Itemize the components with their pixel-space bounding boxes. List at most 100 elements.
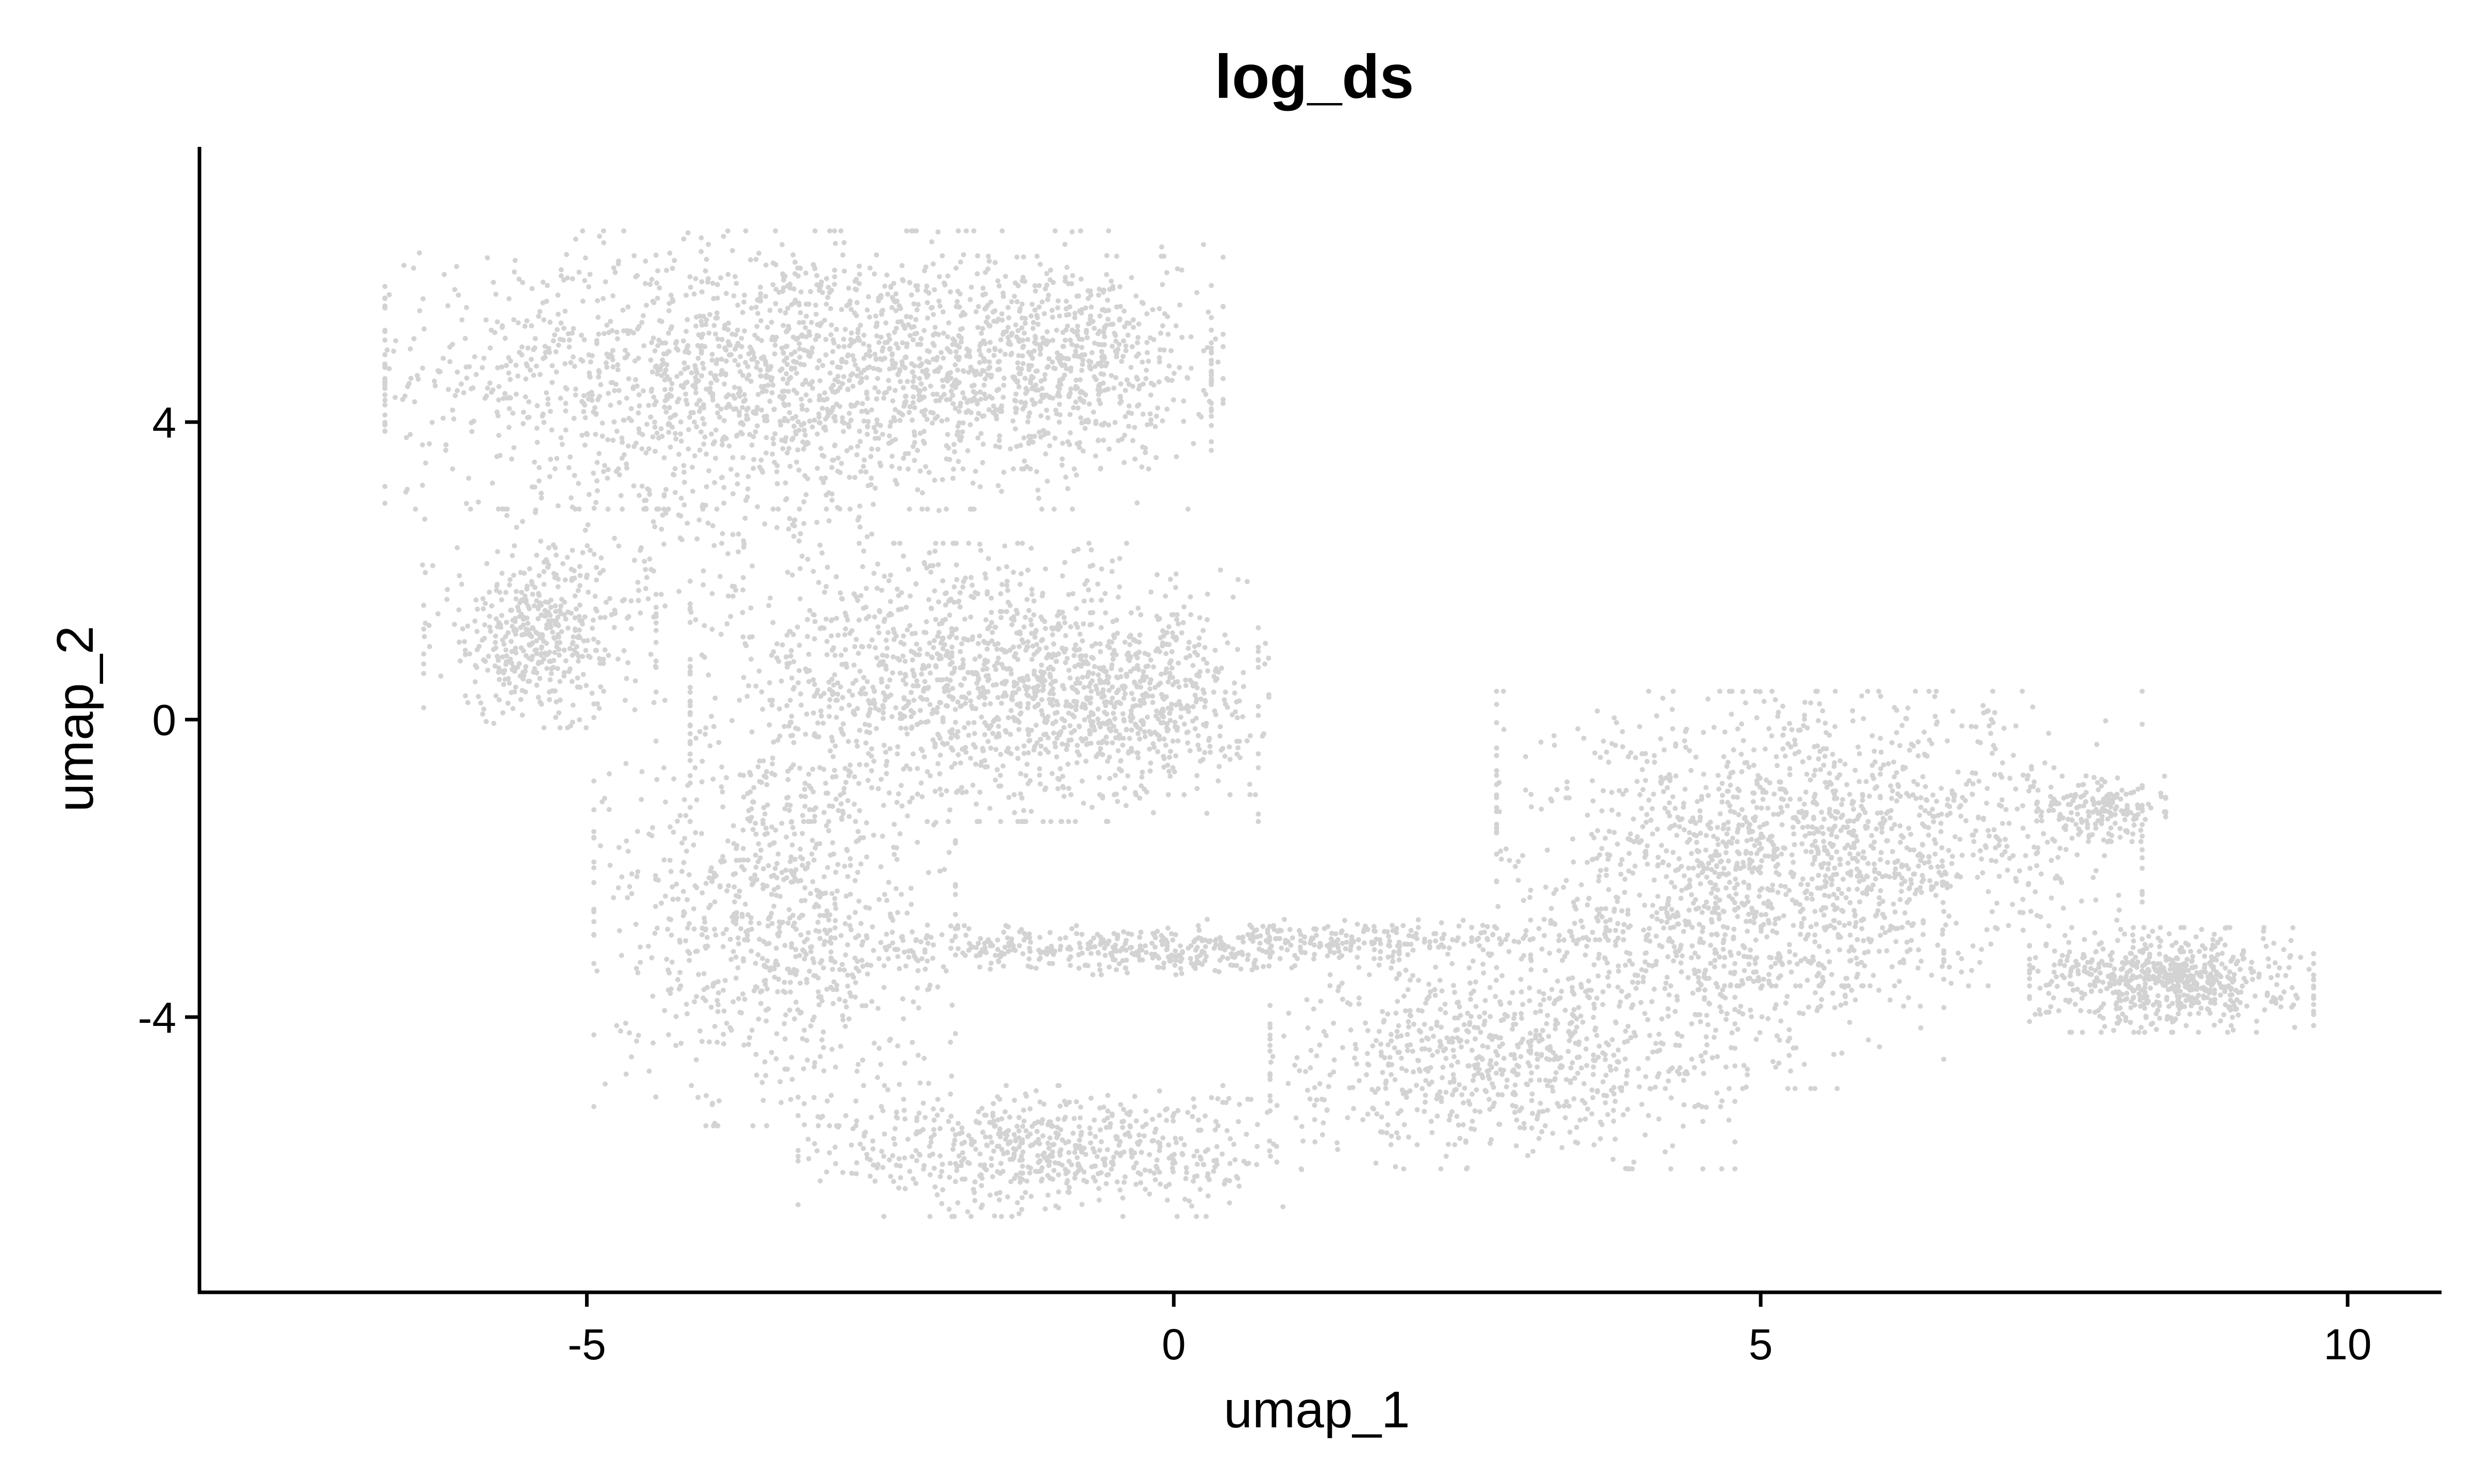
scatter-point xyxy=(382,402,388,408)
scatter-point xyxy=(664,956,670,962)
scatter-point xyxy=(661,493,667,499)
scatter-point xyxy=(591,880,597,885)
scatter-point xyxy=(1074,760,1080,766)
scatter-point xyxy=(800,382,806,387)
scatter-point xyxy=(566,337,572,343)
scatter-point xyxy=(480,596,486,601)
scatter-point xyxy=(450,407,455,413)
scatter-point xyxy=(844,448,850,453)
scatter-point xyxy=(1023,321,1028,326)
scatter-point xyxy=(921,630,927,635)
scatter-point xyxy=(701,405,707,411)
scatter-point xyxy=(763,1073,768,1078)
scatter-point xyxy=(712,374,717,379)
scatter-point xyxy=(1240,714,1245,719)
scatter-point xyxy=(636,598,641,603)
scatter-point xyxy=(536,695,541,700)
scatter-point xyxy=(901,553,906,559)
scatter-point xyxy=(1067,702,1073,708)
scatter-point xyxy=(513,588,519,594)
scatter-point xyxy=(1088,292,1094,298)
scatter-point xyxy=(1062,278,1068,284)
scatter-point xyxy=(521,410,526,415)
scatter-point xyxy=(731,293,737,299)
scatter-point xyxy=(852,278,858,284)
chart-title: log_ds xyxy=(1215,42,1414,111)
scatter-point xyxy=(675,399,680,404)
scatter-point xyxy=(636,426,642,432)
scatter-point xyxy=(734,472,740,478)
scatter-point xyxy=(904,314,909,319)
scatter-point xyxy=(838,933,844,938)
scatter-point xyxy=(499,570,505,576)
scatter-point xyxy=(821,720,826,726)
scatter-point xyxy=(839,652,844,658)
scatter-point xyxy=(1055,305,1061,311)
scatter-point xyxy=(789,366,794,372)
scatter-point xyxy=(587,272,593,277)
scatter-point xyxy=(576,507,582,512)
scatter-point xyxy=(877,609,882,615)
scatter-point xyxy=(565,331,571,336)
scatter-point xyxy=(951,442,957,447)
scatter-point xyxy=(683,391,689,397)
scatter-point xyxy=(659,900,664,906)
scatter-point xyxy=(726,321,731,326)
scatter-point xyxy=(577,684,583,690)
scatter-point xyxy=(771,441,776,447)
scatter-point xyxy=(808,949,814,954)
scatter-point xyxy=(833,796,839,802)
scatter-point xyxy=(658,426,664,431)
scatter-point xyxy=(714,998,720,1003)
scatter-point xyxy=(537,309,543,314)
scatter-point xyxy=(981,413,987,419)
scatter-point xyxy=(382,284,388,289)
scatter-point xyxy=(1063,703,1068,709)
scatter-point xyxy=(523,664,529,669)
scatter-point xyxy=(625,331,631,336)
scatter-point xyxy=(577,627,582,633)
scatter-point xyxy=(456,607,462,613)
scatter-point xyxy=(709,358,715,363)
scatter-point xyxy=(1023,316,1028,322)
scatter-point xyxy=(1078,228,1083,234)
scatter-point xyxy=(749,1027,755,1033)
scatter-point xyxy=(1088,564,1093,569)
scatter-point xyxy=(1157,355,1162,361)
scatter-point xyxy=(795,680,801,686)
scatter-point xyxy=(996,655,1001,661)
scatter-point xyxy=(888,284,894,290)
scatter-point xyxy=(1107,726,1112,731)
scatter-point xyxy=(720,854,726,859)
scatter-point xyxy=(1256,811,1261,817)
scatter-point xyxy=(864,820,870,825)
scatter-point xyxy=(832,672,838,678)
scatter-point xyxy=(960,390,965,396)
scatter-point xyxy=(668,386,674,392)
scatter-point xyxy=(1144,340,1150,345)
scatter-point xyxy=(757,298,763,303)
scatter-point xyxy=(865,396,870,401)
scatter-point xyxy=(553,715,559,720)
scatter-point xyxy=(507,395,512,400)
scatter-point xyxy=(753,683,759,689)
scatter-point xyxy=(728,614,733,619)
scatter-point xyxy=(1045,364,1051,369)
scatter-point xyxy=(595,298,600,303)
scatter-point xyxy=(851,662,857,668)
scatter-point xyxy=(684,520,690,526)
scatter-point xyxy=(779,437,784,443)
scatter-point xyxy=(700,568,706,574)
scatter-point xyxy=(1050,666,1056,672)
scatter-point xyxy=(797,355,803,360)
scatter-point xyxy=(1019,353,1025,359)
scatter-point xyxy=(382,338,388,343)
scatter-point xyxy=(558,396,563,401)
scatter-point xyxy=(946,850,952,855)
scatter-point xyxy=(947,289,953,295)
scatter-point xyxy=(520,712,525,718)
scatter-point xyxy=(966,369,972,375)
scatter-point xyxy=(591,1032,597,1038)
scatter-point xyxy=(838,801,844,806)
